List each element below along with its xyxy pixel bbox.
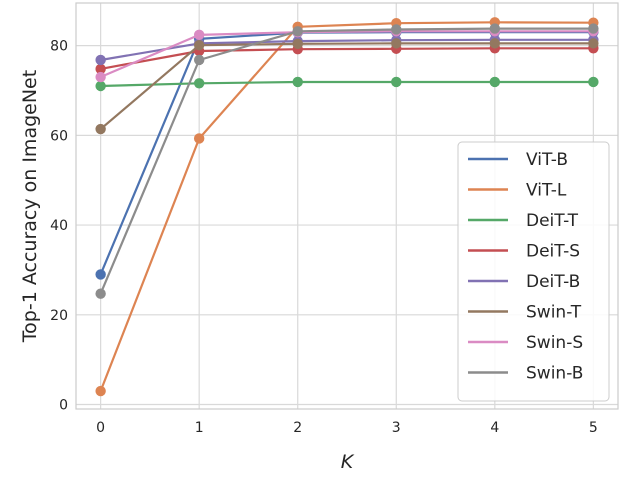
series-swin-b — [95, 23, 599, 299]
legend: ViT-B ViT-L DeiT-T DeiT-S DeiT-B Swin-T Swin-S… — [457, 141, 610, 402]
y-tick-label: 80 — [50, 39, 68, 55]
data-point — [391, 24, 402, 35]
data-point — [95, 385, 106, 397]
x-axis-label: K — [341, 451, 355, 473]
data-point — [391, 76, 402, 88]
data-point — [193, 78, 205, 89]
data-point — [292, 76, 303, 88]
legend-label: DeiT-T — [526, 211, 579, 231]
y-tick-label: 40 — [50, 218, 68, 234]
series-line — [100, 30, 594, 79]
plot-frame — [75, 2, 619, 410]
legend-box — [457, 141, 610, 402]
legend-label: Swin-T — [526, 303, 582, 323]
x-tick-label: 2 — [293, 420, 302, 436]
data-point — [95, 80, 106, 92]
data-point — [588, 38, 599, 49]
series-line — [99, 42, 594, 130]
legend-label: ViT-L — [526, 181, 567, 201]
series-line — [99, 27, 594, 295]
legend-label: Swin-S — [526, 333, 583, 353]
y-tick-label: 20 — [50, 308, 68, 324]
data-point — [95, 123, 106, 135]
y-ticks: 0 20 40 60 80 — [50, 39, 68, 414]
x-tick-label: 3 — [392, 420, 401, 436]
data-point — [292, 38, 303, 50]
legend-label: Swin-B — [526, 364, 583, 384]
series-deit-t — [95, 76, 599, 92]
data-point — [193, 54, 205, 66]
legend-label: ViT-B — [526, 150, 568, 170]
series-line — [100, 47, 594, 70]
data-point — [95, 71, 106, 83]
data-point — [95, 54, 106, 66]
data-point — [95, 269, 106, 280]
series-line — [100, 38, 594, 62]
data-point — [95, 288, 106, 299]
data-point — [489, 38, 501, 49]
y-tick-label: 60 — [50, 128, 68, 144]
data-point — [193, 29, 205, 41]
x-tick-label: 5 — [589, 420, 598, 436]
data-point — [95, 63, 106, 75]
data-point — [489, 23, 501, 34]
series-swin-t — [95, 38, 599, 135]
data-point — [193, 39, 205, 51]
data-point — [489, 76, 501, 88]
legend-label: DeiT-S — [526, 242, 580, 262]
data-point — [193, 133, 205, 144]
legend-label: DeiT-B — [526, 272, 580, 292]
data-point — [391, 38, 402, 49]
series-line — [100, 80, 594, 88]
series-swin-s — [95, 26, 599, 83]
x-tick-label: 0 — [96, 420, 105, 436]
data-point — [588, 23, 599, 34]
data-point — [292, 26, 303, 37]
x-tick-label: 1 — [195, 420, 204, 436]
y-tick-label: 0 — [59, 398, 68, 414]
data-point — [588, 76, 599, 88]
series-lines — [95, 17, 599, 397]
series-line — [99, 21, 594, 392]
y-axis-label: Top-1 Accuracy on ImageNet — [19, 70, 41, 343]
x-ticks: 0 1 2 3 4 5 — [96, 420, 598, 436]
x-tick-label: 4 — [490, 420, 499, 436]
